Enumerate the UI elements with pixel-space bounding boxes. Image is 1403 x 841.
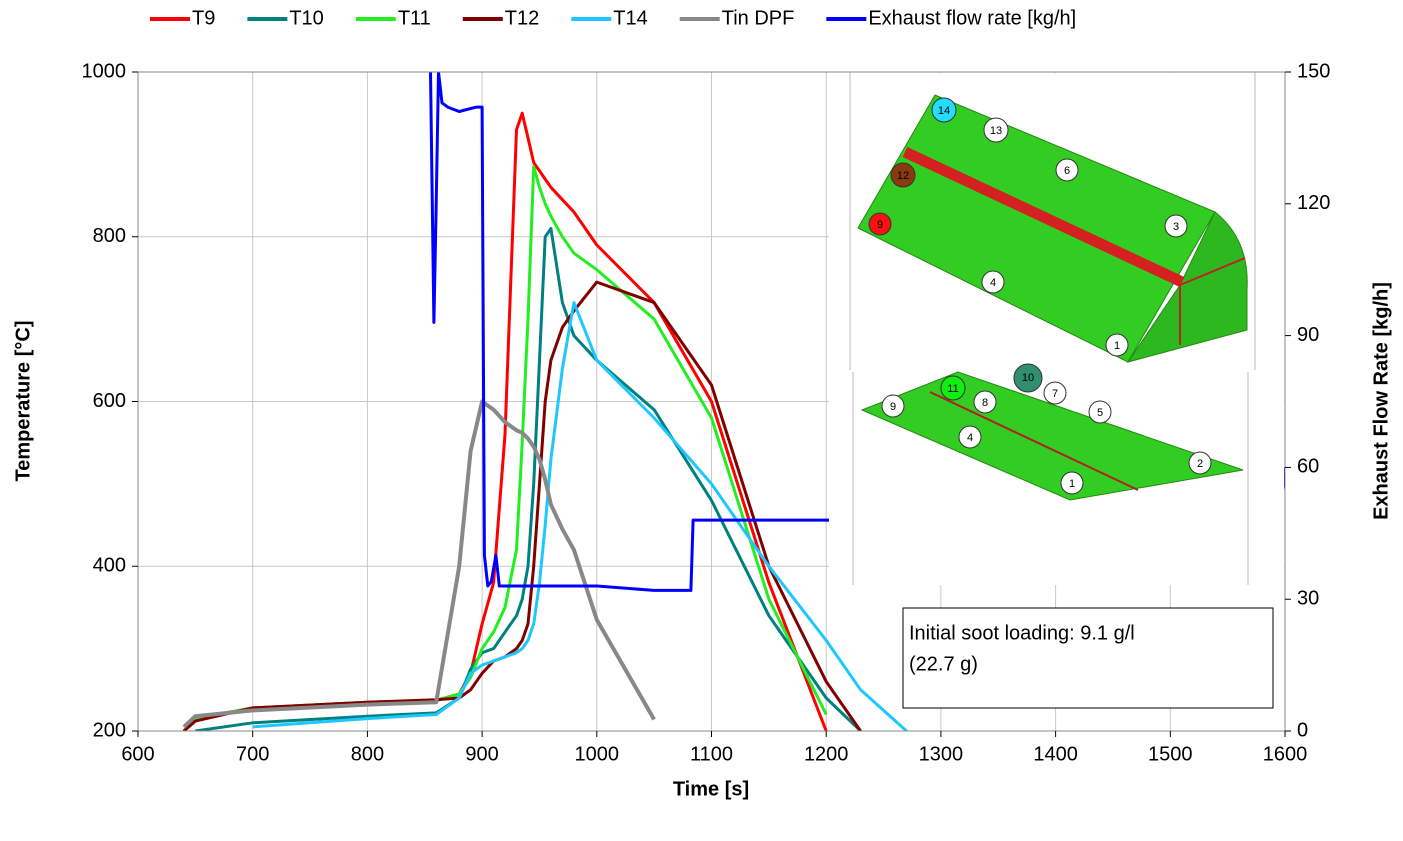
x-tick-label: 700 (236, 743, 269, 765)
x-tick-label: 900 (465, 743, 498, 765)
sensor-label: 14 (938, 105, 950, 117)
sensor-label: 2 (1197, 458, 1203, 470)
y2-tick-label: 120 (1297, 192, 1330, 214)
filter-stripe (1179, 257, 1246, 286)
x-tick-label: 1600 (1263, 743, 1308, 765)
legend-label: Tin DPF (722, 7, 795, 29)
x-tick-label: 1200 (804, 743, 849, 765)
y2-tick-label: 60 (1297, 456, 1319, 478)
sensor-label: 6 (1064, 165, 1070, 177)
x-tick-label: 1300 (919, 743, 964, 765)
y-tick-label: 800 (93, 225, 126, 247)
y-tick-label: 200 (93, 719, 126, 741)
legend-label: T10 (289, 7, 323, 29)
x-tick-label: 1500 (1148, 743, 1193, 765)
sensor-label: 1 (1114, 340, 1120, 352)
sensor-label: 1 (1069, 478, 1075, 490)
y-tick-label: 1000 (82, 60, 127, 82)
sensor-label: 9 (890, 401, 896, 413)
x-tick-label: 800 (351, 743, 384, 765)
filter-end-face (1126, 211, 1248, 363)
sensor-label: 11 (947, 383, 958, 395)
inset-diagram: 9 12 14 13 6 3 4 1 11 10 9 8 7 5 4 2 1 (829, 71, 1284, 585)
y2-tick-label: 90 (1297, 324, 1319, 346)
y-tick-label: 400 (93, 555, 126, 577)
sensor-label: 8 (982, 397, 988, 409)
inset-top-labels: 9 12 14 13 6 3 4 1 (868, 97, 1188, 357)
filter-stripe (902, 147, 1185, 287)
sensor-label: 12 (897, 170, 909, 182)
legend-label: T11 (398, 7, 431, 29)
sensor-label: 4 (990, 277, 996, 289)
legend-label: T9 (192, 7, 215, 29)
annotation: Initial soot loading: 9.1 g/l (909, 622, 1135, 644)
sensor-label: 13 (990, 125, 1002, 137)
y2-tick-label: 30 (1297, 587, 1319, 609)
sensor-label: 7 (1052, 388, 1058, 400)
x-tick-label: 1400 (1033, 743, 1078, 765)
x-axis-title: Time [s] (673, 778, 749, 800)
y2-axis-title: Exhaust Flow Rate [kg/h] (1370, 282, 1392, 520)
x-tick-label: 1100 (690, 743, 733, 765)
filter-stripe (929, 391, 1139, 491)
legend-label: T14 (613, 7, 647, 29)
series-line (182, 399, 656, 729)
inset-bottom-labels: 11 10 9 8 7 5 4 2 1 (881, 363, 1212, 495)
x-tick-label: 600 (121, 743, 154, 765)
y2-tick-label: 150 (1297, 60, 1330, 82)
y2-tick-label: 0 (1297, 719, 1308, 741)
annotation: (22.7 g) (909, 653, 978, 675)
sensor-label: 10 (1022, 372, 1034, 384)
sensor-label: 9 (877, 219, 883, 231)
series-line (252, 301, 908, 731)
sensor-label: 4 (967, 432, 973, 444)
legend-label: Exhaust flow rate [kg/h] (868, 7, 1076, 29)
sensor-label: 5 (1097, 407, 1103, 419)
y-axis-title: Temperature [°C] (12, 321, 34, 482)
legend-label: T12 (505, 7, 539, 29)
series-line (182, 280, 862, 731)
sensor-label: 3 (1173, 221, 1179, 233)
annotation-box (902, 607, 1274, 709)
y-tick-label: 600 (93, 390, 126, 412)
x-tick-label: 1000 (575, 743, 620, 765)
